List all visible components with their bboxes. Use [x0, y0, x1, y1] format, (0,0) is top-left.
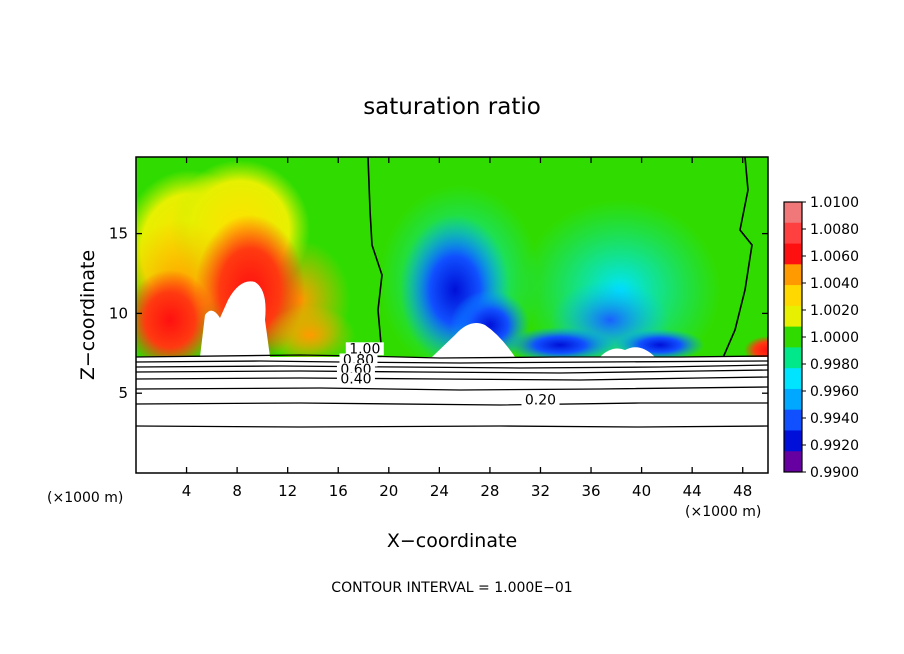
- colorbar-label: 1.0000: [810, 330, 859, 346]
- colorbar-swatch: [784, 264, 802, 286]
- x-tick-label: 40: [632, 482, 651, 500]
- colorbar-swatch: [784, 202, 802, 224]
- colorbar-label: 0.9940: [810, 411, 859, 427]
- contour-interval-note: CONTOUR INTERVAL = 1.000E−01: [331, 580, 572, 596]
- colorbar-swatch: [784, 222, 802, 245]
- x-unit-left: (×1000 m): [47, 490, 123, 506]
- y-tick-label: 5: [118, 384, 128, 402]
- x-tick-label: 20: [379, 482, 398, 500]
- x-tick-label: 32: [531, 482, 550, 500]
- x-tick-label: 8: [232, 482, 242, 500]
- contour-label-bg: [345, 342, 384, 356]
- saturation-field: [136, 157, 768, 473]
- colorbar-label: 0.9980: [810, 357, 859, 373]
- colorbar-swatch: [784, 347, 802, 369]
- colorbar-label: 1.0100: [810, 195, 859, 211]
- x-unit-right: (×1000 m): [685, 504, 761, 520]
- colorbar-label: 0.9920: [810, 438, 859, 454]
- plot-frame: [135, 156, 769, 474]
- contour-label: 0.40: [340, 372, 371, 388]
- x-tick-label: 12: [278, 482, 297, 500]
- colorbar-label: 1.0040: [810, 276, 859, 292]
- x-axis-label: X−coordinate: [387, 530, 517, 552]
- contour-label: 0.20: [525, 392, 556, 408]
- x-tick-label: 36: [581, 482, 600, 500]
- colorbar-swatch: [784, 451, 802, 473]
- colorbar-swatch: [784, 430, 802, 452]
- colorbar: 1.0100 1.0080 1.0060 1.0040 1.0020 1.0000 0.99…: [783, 195, 859, 481]
- x-tick-label: 48: [733, 482, 752, 500]
- x-axis-ticks: 4 8 12 16 20 24 28 32 36 40 44 48: [182, 157, 752, 500]
- y-tick-label: 10: [109, 304, 128, 322]
- colorbar-swatch: [784, 409, 802, 431]
- colorbar-label: 1.0080: [810, 222, 859, 238]
- x-tick-label: 24: [430, 482, 449, 500]
- colorbar-swatch: [784, 243, 802, 265]
- y-tick-label: 15: [109, 225, 128, 243]
- x-tick-label: 16: [329, 482, 348, 500]
- colorbar-label: 0.9960: [810, 384, 859, 400]
- colorbar-label: 1.0060: [810, 249, 859, 265]
- colorbar-swatch: [784, 326, 802, 348]
- x-tick-label: 44: [683, 482, 702, 500]
- colorbar-swatch: [784, 388, 802, 411]
- chart-title: saturation ratio: [363, 94, 541, 120]
- x-tick-label: 28: [480, 482, 499, 500]
- colorbar-label: 1.0020: [810, 303, 859, 319]
- contour-labels: 1.000.800.600.400.20: [336, 341, 560, 408]
- contour-label-bg: [336, 372, 375, 386]
- colorbar-label: 0.9900: [810, 465, 859, 481]
- y-axis-ticks: 5 10 15: [109, 225, 768, 402]
- colorbar-swatch: [784, 305, 802, 328]
- colorbar-swatch: [784, 285, 802, 307]
- y-axis-label: Z−coordinate: [77, 250, 99, 380]
- x-tick-label: 4: [182, 482, 192, 500]
- contour-label-bg: [521, 393, 560, 407]
- colorbar-swatch: [784, 368, 802, 390]
- contour-label: 1.00: [349, 341, 380, 357]
